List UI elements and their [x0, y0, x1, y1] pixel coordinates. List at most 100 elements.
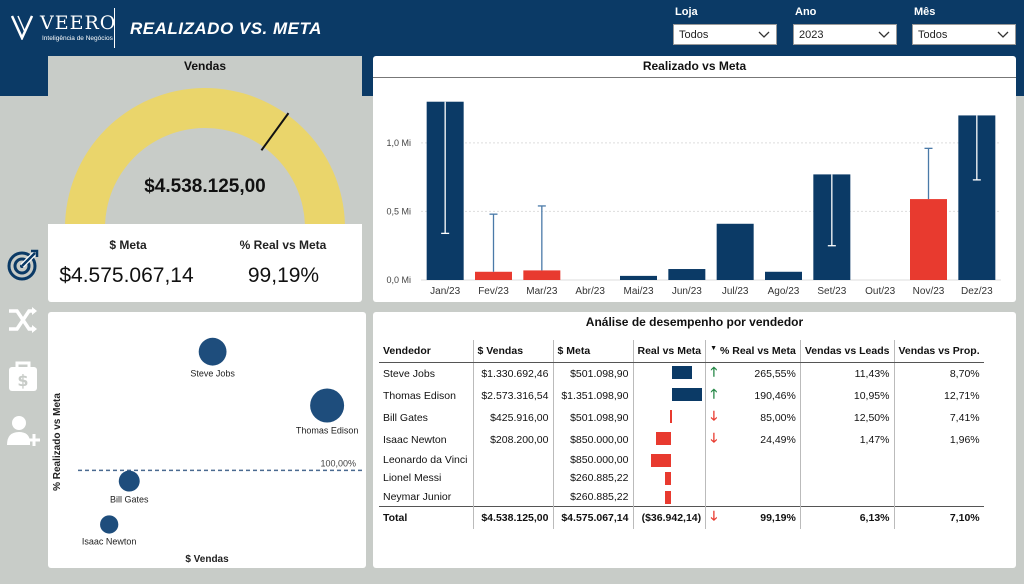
- cell-leads: 10,95%: [799, 384, 894, 407]
- col-header-meta[interactable]: $ Meta: [552, 340, 633, 363]
- bar-Fev/23[interactable]: [475, 271, 512, 280]
- scatter-point[interactable]: [118, 470, 140, 492]
- scatter-point-label: Bill Gates: [110, 495, 149, 505]
- cell-arrow: [705, 469, 722, 488]
- cell-arrow: 🡑: [705, 384, 722, 407]
- cell-vendas: $425.916,00: [472, 406, 553, 429]
- y-tick-label: 0,5 Mi: [386, 206, 411, 216]
- col-header-vendas-prop[interactable]: Vendas vs Prop.: [893, 340, 984, 363]
- scatter-xlabel: $ Vendas: [185, 554, 229, 565]
- col-header-vendedor[interactable]: Vendedor: [379, 340, 473, 363]
- x-tick-label: Out/23: [865, 286, 895, 297]
- col-header-real-vs-meta[interactable]: Real vs Meta: [632, 340, 706, 363]
- total-prop: 7,10%: [893, 505, 984, 529]
- table-row[interactable]: Lionel Messi $260.885,22: [379, 469, 984, 488]
- filter-dropdown-ano[interactable]: 2023: [793, 24, 897, 45]
- total-label: Total: [379, 505, 473, 529]
- cell-vendedor: Isaac Newton: [383, 433, 447, 446]
- x-tick-label: Dez/23: [961, 286, 993, 297]
- table-row[interactable]: Steve Jobs $1.330.692,46 $501.098,90 🡑 265,5…: [379, 362, 984, 385]
- add-user-icon[interactable]: [5, 413, 41, 449]
- bar-Nov/23[interactable]: [910, 199, 947, 280]
- filter-dropdown-mes[interactable]: Todos: [912, 24, 1016, 45]
- cell-meta: $501.098,90: [552, 406, 633, 429]
- shuffle-icon[interactable]: [5, 303, 41, 339]
- table-row[interactable]: Neymar Junior $260.885,22: [379, 487, 984, 507]
- col-header-vendas[interactable]: $ Vendas: [472, 340, 553, 363]
- x-tick-label: Abr/23: [575, 286, 605, 297]
- bar-Jul/23[interactable]: [716, 223, 754, 280]
- cell-pct: 265,55%: [754, 367, 796, 380]
- x-tick-label: Jun/23: [672, 286, 702, 297]
- col-header-vendas-leads[interactable]: Vendas vs Leads: [799, 340, 894, 363]
- real-vs-meta-bar: [669, 409, 672, 423]
- cell-vendas: $2.573.316,54: [472, 384, 553, 407]
- arrow-up-icon: 🡑: [710, 385, 718, 401]
- scatter-point[interactable]: [198, 337, 227, 366]
- x-tick-label: Ago/23: [768, 286, 800, 297]
- cell-pct: [722, 451, 801, 470]
- header-divider: [114, 8, 115, 48]
- scatter-ylabel: % Realizado vs Meta: [52, 393, 63, 491]
- table-row[interactable]: Bill Gates $425.916,00 $501.098,90 🡓 85,00% 1…: [379, 406, 984, 429]
- gauge-chart: [65, 87, 345, 228]
- cell-meta: $501.098,90: [552, 362, 633, 385]
- cell-arrow: 🡓: [705, 406, 722, 429]
- realizado-vs-meta-card: Realizado vs Meta 0,0 Mi 0,5 Mi 1,0 Mi Jan/…: [373, 56, 1016, 302]
- filter-label-mes: Mês: [914, 6, 936, 18]
- bar-Mai/23[interactable]: [620, 275, 657, 280]
- veero-logo: VEERO Inteligência de Negócios: [10, 12, 115, 44]
- cell-real-vs-meta-bar: [632, 384, 706, 407]
- cell-leads: [799, 450, 894, 469]
- filter-dropdown-loja[interactable]: Todos: [673, 24, 777, 45]
- cell-leads: [799, 487, 894, 506]
- real-vs-meta-label: % Real vs Meta: [239, 238, 327, 252]
- bar-Mar/23[interactable]: [523, 270, 561, 280]
- cell-real-vs-meta-bar: [632, 487, 706, 506]
- table-row[interactable]: Leonardo da Vinci $850.000,00: [379, 450, 984, 470]
- scatter-point[interactable]: [310, 388, 345, 423]
- bar-Jun/23[interactable]: [668, 269, 706, 280]
- scatter-chart: 100,00% Steve Jobs Thomas Edison Bill Gates…: [52, 337, 362, 565]
- col-header-pct-label: % Real vs Meta: [719, 344, 796, 357]
- logo-text: VEERO: [40, 12, 117, 34]
- scatter-point[interactable]: [100, 515, 119, 534]
- x-tick-label: Mar/23: [526, 286, 558, 297]
- cell-vendedor: Steve Jobs: [383, 367, 435, 380]
- money-bag-icon[interactable]: $: [5, 358, 41, 394]
- cell-real-vs-meta-bar: [632, 469, 706, 488]
- cell-pct: [722, 469, 801, 488]
- cell-pct: [722, 488, 801, 507]
- cell-real-vs-meta-bar: [632, 406, 706, 429]
- cell-prop: [893, 469, 984, 488]
- x-tick-label: Jan/23: [430, 286, 460, 297]
- cell-vendedor: Lionel Messi: [383, 472, 442, 485]
- arrow-down-icon: 🡓: [710, 507, 718, 523]
- x-tick-label: Nov/23: [913, 286, 945, 297]
- scatter-point-label: Steve Jobs: [190, 369, 235, 379]
- scatter-card: 100,00% Steve Jobs Thomas Edison Bill Gates…: [48, 312, 366, 568]
- bar-Ago/23[interactable]: [765, 271, 802, 280]
- real-vs-meta-bar: [655, 431, 672, 445]
- cell-vendas: $208.200,00: [472, 428, 553, 451]
- table-row[interactable]: Thomas Edison $2.573.316,54 $1.351.098,90 🡑…: [379, 384, 984, 407]
- col-header-pct-real-vs-meta[interactable]: ▼ % Real vs Meta: [705, 340, 801, 363]
- cell-vendas: [472, 450, 553, 469]
- x-tick-label: Fev/23: [478, 286, 509, 297]
- sort-desc-icon: ▼: [710, 344, 718, 352]
- cell-prop: 8,70%: [893, 362, 984, 385]
- logo-subtitle: Inteligência de Negócios: [42, 35, 113, 42]
- table-row[interactable]: Isaac Newton $208.200,00 $850.000,00 🡓 24,49…: [379, 428, 984, 451]
- reference-label: 100,00%: [320, 458, 356, 468]
- chevron-down-icon: [878, 31, 890, 38]
- cell-meta: $850.000,00: [552, 450, 633, 469]
- cell-arrow: 🡑: [705, 362, 722, 385]
- target-icon[interactable]: [5, 247, 41, 283]
- scatter-point-label: Thomas Edison: [296, 426, 359, 436]
- real-vs-meta-value: 99,19%: [247, 264, 320, 287]
- real-vs-meta-bar: [650, 453, 672, 467]
- meta-value: $4.575.067,14: [59, 264, 194, 287]
- cell-meta: $260.885,22: [552, 487, 633, 506]
- cell-prop: 12,71%: [893, 384, 984, 407]
- page-title: REALIZADO VS. META: [130, 19, 322, 38]
